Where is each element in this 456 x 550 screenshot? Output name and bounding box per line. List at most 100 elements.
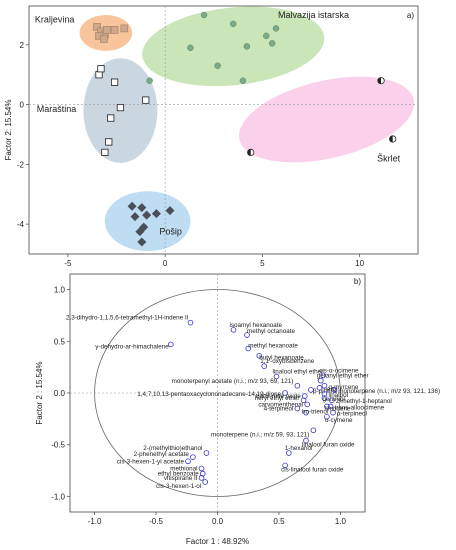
loading-point (303, 409, 309, 416)
loading-point (256, 352, 263, 359)
cluster-ellipse--krlet (238, 76, 415, 163)
panel-a-frame (28, 5, 419, 255)
data-point-circle (239, 77, 247, 84)
loading-point-label: methional (170, 466, 197, 473)
loading-point (198, 465, 205, 472)
loading-point (245, 345, 252, 352)
loading-point-label: o-cymene (325, 417, 353, 424)
group-label--krlet: Škrlet (377, 153, 401, 163)
loading-point-label: γ-dehydro-ar-himachalene (95, 343, 169, 350)
loading-point-label: ho-trienol (302, 409, 328, 416)
loading-point (282, 390, 288, 396)
loading-point (324, 413, 330, 420)
loading-point (202, 479, 209, 485)
data-point-circle (243, 43, 251, 50)
loading-point (273, 373, 280, 380)
loading-point-label: vitispirane II (164, 475, 198, 482)
loading-point-label: limonene (325, 405, 351, 412)
loading-point-label: linalool (328, 392, 348, 399)
data-point-diamond (135, 227, 145, 237)
loading-point-label: 1,4,7,10,13-pentaoxacyclononadecane-14,1… (137, 391, 281, 398)
data-point-half-fill (389, 135, 393, 143)
data-point-diamond (165, 206, 175, 216)
data-point-circle (200, 11, 208, 19)
panel-label: a) (407, 11, 414, 20)
panel-label: b) (354, 277, 361, 286)
loading-point (244, 332, 250, 338)
x-tick-label: 0.0 (212, 517, 224, 526)
data-point-open-square (97, 65, 105, 73)
loading-point (303, 437, 309, 444)
loading-point (185, 458, 191, 465)
loading-point-label: geraniol (322, 396, 344, 403)
group-label-po-ip: Pošip (159, 227, 182, 237)
loading-point-label: 2-(methylthio)ethanol (143, 445, 202, 452)
data-point-diamond (130, 212, 140, 222)
group-label-malvazija-istarska: Malvazija istarska (278, 10, 349, 20)
loading-point-label: isoamyl hexanoate (229, 322, 282, 329)
y-axis-label: Factor 2 : 15.54% (35, 361, 44, 424)
data-point-open-square (110, 78, 119, 86)
loading-point-label: β-pinene (313, 388, 338, 395)
data-point-diamond (137, 237, 147, 247)
x-axis-label: Factor 1 : 48.92% (186, 537, 249, 546)
loading-point-label: monoterpene (n.i.; m/z 93, 121, 136) (338, 388, 440, 395)
loading-point (321, 391, 328, 397)
data-point-half-fill (377, 77, 382, 84)
data-point-circle (263, 32, 270, 40)
loading-point-label: monoterpenyl acetate (n.i.; m/z 93, 69, … (172, 378, 294, 385)
loading-point-label: monoterpene (n.i.; m/z 59, 93, 121) (211, 431, 309, 438)
loading-point-label: trans-alloocimene (335, 404, 385, 411)
data-point-square (103, 26, 111, 34)
loading-point (294, 382, 301, 389)
loading-point (308, 387, 314, 393)
loading-point-label: nerol (324, 386, 338, 393)
cluster-ellipse-malvazija-istarska (142, 6, 325, 87)
panel-b-loading-plot: -1.0 -0.5 0.0 0.5 1.0 1.0 0.5 0.0 -0.5 -1.0 Factor… (35, 273, 440, 546)
loading-point-label: methyl octanoate (247, 328, 295, 335)
y-tick-label: 2 (20, 41, 25, 50)
data-point-open-square (116, 103, 125, 112)
loading-point (329, 397, 335, 404)
loading-point (190, 454, 196, 460)
loading-point-label: linalool furan oxide (302, 442, 355, 449)
y-tick-label: -0.5 (51, 441, 65, 450)
loading-point-label: α-myrcene (328, 384, 358, 391)
loading-point-label: cis-3-hexen-1-yl acetate (117, 458, 185, 465)
loading-point-label: 4-terpineol (264, 406, 294, 413)
data-point-square (110, 26, 119, 34)
data-point-open-square (107, 114, 115, 122)
loading-point-label: trans-rose oxide (256, 393, 302, 400)
loading-point-label: cis-3-hexen-1-ol (156, 483, 201, 490)
data-point-circle (187, 44, 194, 52)
loading-point (324, 403, 330, 410)
loading-point-label: ethyl benzoate (158, 471, 199, 478)
x-tick-label: -0.5 (149, 517, 163, 526)
x-tick-label: 5 (260, 259, 265, 268)
loading-point (304, 401, 311, 408)
data-point-diamond (127, 201, 137, 211)
y-tick-label: -4 (17, 220, 25, 229)
y-tick-label: 0.5 (54, 337, 66, 346)
data-point-square (93, 23, 101, 31)
x-tick-label: -1.0 (88, 517, 102, 526)
x-tick-label: 0 (163, 259, 168, 268)
loading-point-label: 1,1'-oxybisbenzene (260, 358, 315, 365)
loading-point (203, 450, 210, 456)
loading-point-label: 1-hexanol (285, 445, 313, 452)
loading-point-label: methyl hexanoate (248, 343, 298, 350)
loading-point-label: neryl ethyl ether (255, 395, 300, 402)
data-point-circle (268, 40, 276, 47)
loading-point (320, 372, 327, 379)
data-point-open-square (101, 148, 109, 157)
data-point-open-square (142, 96, 150, 104)
group-label-mara-tina: Maraština (37, 104, 77, 114)
loading-point (321, 395, 328, 401)
data-point-diamond (137, 203, 147, 213)
data-point-open-square (105, 138, 113, 146)
y-tick-label: 0 (20, 101, 25, 110)
loading-point (317, 377, 324, 384)
data-point-square (100, 35, 108, 43)
loading-point-label: cis-α-ocimene (319, 367, 359, 374)
loading-point (285, 450, 292, 456)
